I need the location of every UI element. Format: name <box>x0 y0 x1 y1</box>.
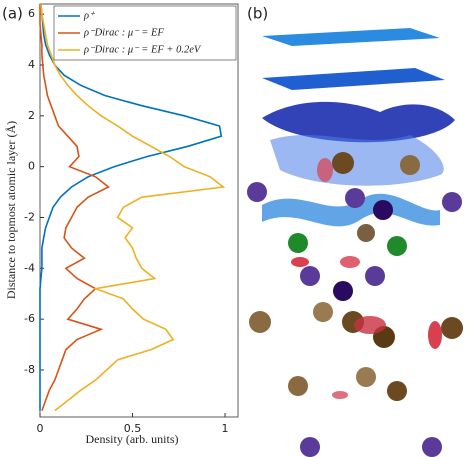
atom <box>442 192 462 212</box>
atom <box>249 311 271 333</box>
density-lobe <box>332 391 348 399</box>
y-tick-label: 4 <box>28 58 35 71</box>
density-lobe <box>317 158 333 182</box>
x-tick-label: 0.5 <box>124 422 142 435</box>
atom <box>247 182 267 202</box>
atom <box>345 188 365 208</box>
atom <box>333 281 353 301</box>
panel-label: (a) <box>2 5 23 23</box>
y-tick-label: 0 <box>28 160 35 173</box>
atom <box>300 266 320 286</box>
atom <box>365 266 385 286</box>
y-tick-label: -8 <box>24 363 35 376</box>
structure-render <box>247 28 463 457</box>
sheet <box>262 28 440 46</box>
series-line <box>40 3 226 412</box>
x-tick-label: 0 <box>37 422 44 435</box>
y-axis-label: Distance to topmost atomic layer (Å) <box>4 121 18 299</box>
atom <box>441 317 463 339</box>
density-lobe <box>340 256 360 268</box>
plot-area <box>39 3 239 418</box>
atom <box>387 236 407 256</box>
y-tick-label: -2 <box>24 210 35 223</box>
legend-label: ρ⁻Dirac : μ⁻ = EF + 0.2eV <box>83 44 202 55</box>
atom <box>387 381 407 401</box>
x-axis-label: Density (arb. units) <box>86 432 179 446</box>
density-lobe <box>354 316 386 334</box>
atom <box>288 376 308 396</box>
x-tick-label: 1 <box>222 422 229 435</box>
atom <box>357 224 375 242</box>
y-tick-label: 6 <box>28 7 35 20</box>
atom <box>373 200 393 220</box>
atom <box>356 367 376 387</box>
atom <box>300 437 320 457</box>
sheet <box>262 68 445 90</box>
atom <box>313 302 333 322</box>
series-line <box>39 3 223 411</box>
panel-label: (b) <box>247 5 268 23</box>
atom <box>422 437 442 457</box>
atom <box>332 152 354 174</box>
legend <box>53 5 237 61</box>
isosurface <box>270 135 444 186</box>
y-tick-label: -6 <box>24 312 35 325</box>
density-lobe <box>291 257 309 267</box>
isosurface <box>262 101 455 143</box>
y-tick-label: 2 <box>28 109 35 122</box>
legend-label: ρ⁻Dirac : μ⁻ = EF <box>83 27 164 38</box>
density-lobe <box>428 321 442 349</box>
atom <box>400 155 420 175</box>
series-line <box>39 4 110 411</box>
legend-label: ρ⁺ <box>83 10 96 21</box>
atom <box>288 233 308 253</box>
y-tick-label: -4 <box>24 261 35 274</box>
isosurface <box>262 193 440 227</box>
